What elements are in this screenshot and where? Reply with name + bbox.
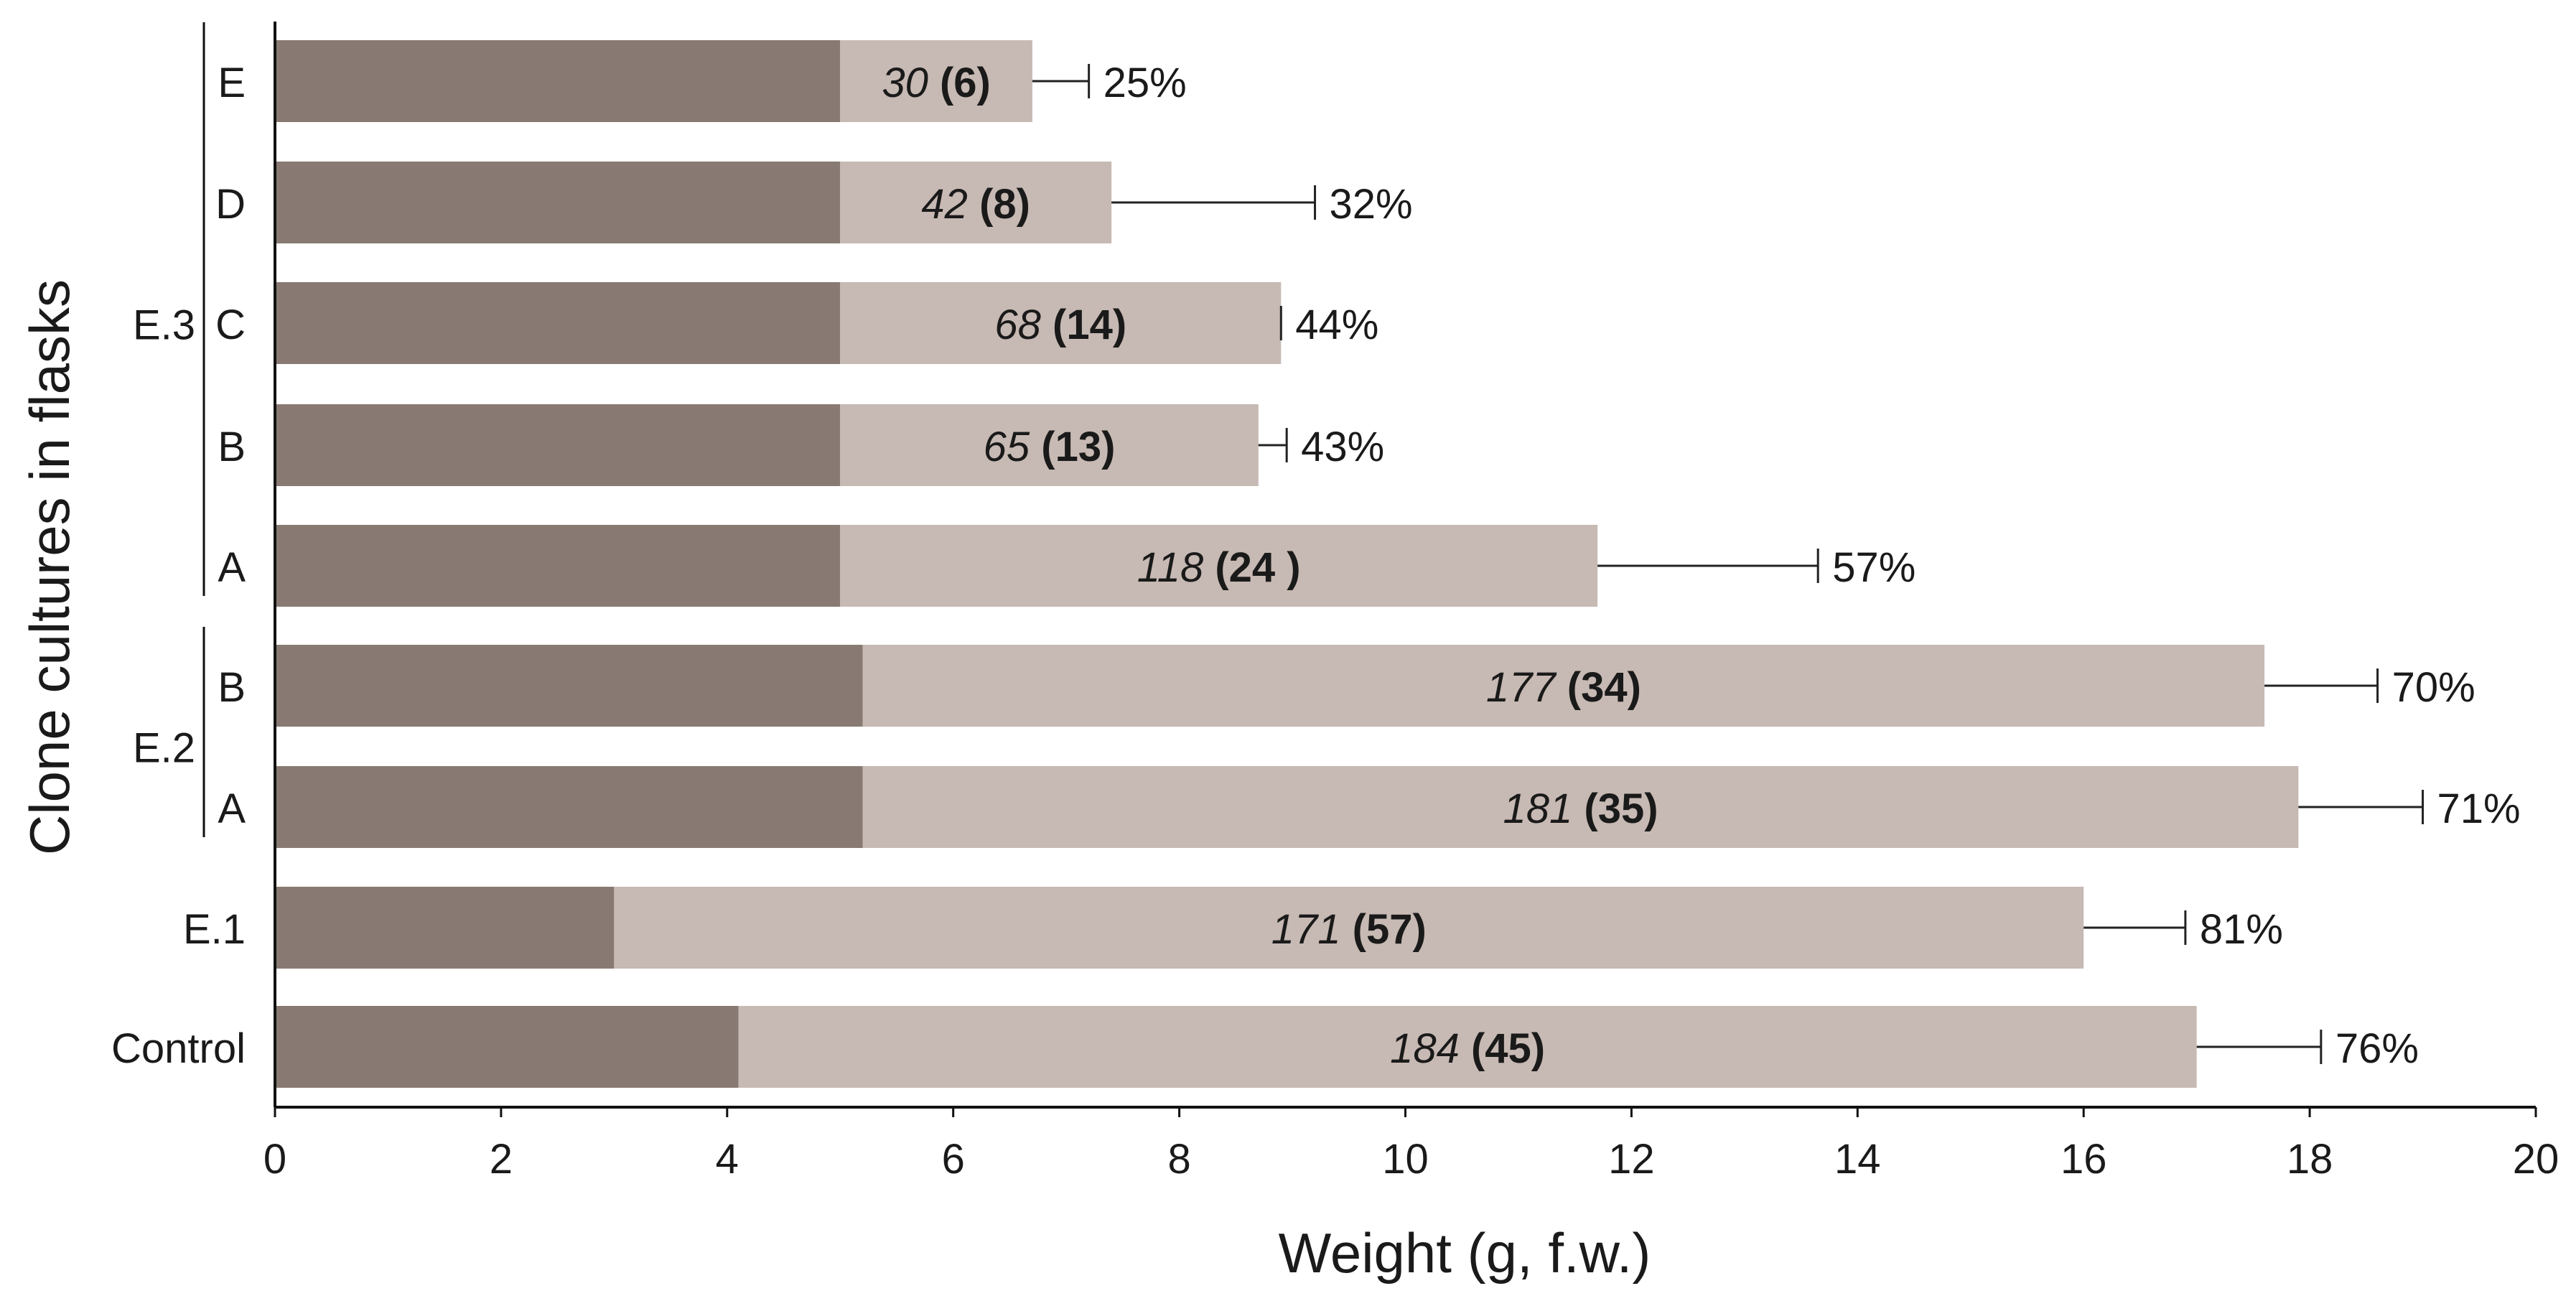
value-gap-1 bbox=[968, 181, 979, 228]
bar-initial-4 bbox=[275, 525, 841, 607]
value-label-0: 30 (6) bbox=[882, 60, 991, 106]
bars-layer bbox=[275, 40, 2299, 1088]
bar-increase-2 bbox=[840, 282, 1282, 364]
value-gap-5 bbox=[1556, 664, 1567, 711]
value-number-7: 171 bbox=[1271, 906, 1341, 953]
value-number-5: 177 bbox=[1486, 664, 1558, 711]
row-label-7: E.1 bbox=[183, 906, 246, 953]
value-gap-4 bbox=[1203, 544, 1215, 591]
value-gap-2 bbox=[1041, 302, 1053, 348]
bar-increase-0 bbox=[840, 40, 1032, 122]
percent-label-6: 71% bbox=[2437, 785, 2521, 832]
value-paren-4: (24 ) bbox=[1215, 544, 1300, 591]
bar-initial-3 bbox=[275, 404, 841, 486]
bar-increase-5 bbox=[862, 645, 2265, 727]
percent-label-5: 70% bbox=[2392, 664, 2475, 711]
row-label-4: A bbox=[218, 544, 246, 591]
value-paren-0: (6) bbox=[940, 60, 991, 106]
value-paren-7: (57) bbox=[1353, 906, 1427, 953]
x-tick-label-3: 6 bbox=[942, 1136, 965, 1183]
value-number-4: 118 bbox=[1137, 544, 1203, 591]
x-tick-label-4: 8 bbox=[1167, 1136, 1190, 1183]
row-label-2: C bbox=[215, 302, 246, 348]
row-label-0: E bbox=[218, 60, 246, 106]
value-number-3: 65 bbox=[984, 424, 1030, 470]
value-paren-6: (35) bbox=[1584, 785, 1658, 832]
group-label-1: E.2 bbox=[133, 725, 195, 772]
value-number-6: 181 bbox=[1503, 785, 1573, 832]
value-paren-1: (8) bbox=[979, 181, 1030, 228]
percent-label-4: 57% bbox=[1832, 544, 1915, 591]
value-label-8: 184 (45) bbox=[1390, 1025, 1545, 1072]
x-tick-label-10: 20 bbox=[2513, 1136, 2559, 1183]
value-number-1: 42 bbox=[921, 181, 968, 228]
percent-label-0: 25% bbox=[1103, 60, 1187, 106]
y-axis-title: Clone cultures in flasks bbox=[18, 279, 81, 855]
value-label-1: 42 (8) bbox=[921, 181, 1030, 228]
row-label-3: B bbox=[218, 424, 246, 470]
value-paren-2: (14) bbox=[1053, 302, 1126, 348]
value-gap-6 bbox=[1572, 785, 1584, 832]
value-label-5: 177 (34) bbox=[1486, 664, 1641, 711]
value-label-3: 65 (13) bbox=[984, 424, 1116, 470]
bar-initial-7 bbox=[275, 887, 615, 969]
value-number-0: 30 bbox=[882, 60, 928, 106]
bar-initial-2 bbox=[275, 282, 841, 364]
value-gap-8 bbox=[1460, 1025, 1471, 1072]
x-tick-label-5: 10 bbox=[1382, 1136, 1429, 1183]
percent-label-3: 43% bbox=[1301, 424, 1384, 470]
bar-initial-1 bbox=[275, 162, 841, 243]
value-gap-0 bbox=[928, 60, 940, 106]
group-label-0: E.3 bbox=[133, 302, 195, 349]
bar-increase-1 bbox=[840, 162, 1112, 243]
value-paren-5: (34) bbox=[1567, 664, 1641, 711]
bar-increase-3 bbox=[840, 404, 1259, 486]
percent-label-8: 76% bbox=[2335, 1025, 2419, 1072]
x-tick-label-9: 18 bbox=[2287, 1136, 2333, 1183]
value-number-2: 68 bbox=[994, 302, 1041, 348]
bar-initial-0 bbox=[275, 40, 841, 122]
value-number-8: 184 bbox=[1390, 1025, 1460, 1072]
x-tick-label-7: 14 bbox=[1834, 1136, 1881, 1183]
bar-increase-7 bbox=[614, 887, 2084, 969]
row-label-1: D bbox=[215, 181, 246, 228]
value-paren-3: (13) bbox=[1041, 424, 1115, 470]
bar-initial-6 bbox=[275, 766, 863, 848]
bar-initial-8 bbox=[275, 1006, 739, 1088]
percent-label-1: 32% bbox=[1330, 181, 1413, 228]
value-gap-7 bbox=[1341, 906, 1353, 953]
bar-labels-layer: 25% 30 (6) 32% 42 (8) 44% 68 (14) 43% 65 (13) 57… bbox=[882, 60, 2520, 1072]
value-label-4: 118 (24 ) bbox=[1137, 544, 1301, 591]
x-tick-label-1: 2 bbox=[490, 1136, 513, 1183]
error-bars-layer bbox=[1032, 64, 2425, 1064]
value-label-2: 68 (14) bbox=[994, 302, 1126, 348]
bar-increase-8 bbox=[738, 1006, 2197, 1088]
x-tick-label-0: 0 bbox=[263, 1136, 286, 1183]
x-tick-label-6: 12 bbox=[1608, 1136, 1655, 1183]
row-label-8: Control bbox=[111, 1025, 246, 1072]
row-label-5: B bbox=[218, 664, 246, 711]
percent-label-2: 44% bbox=[1295, 302, 1378, 348]
x-axis-title: Weight (g, f.w.) bbox=[1279, 1221, 1651, 1285]
value-label-7: 171 (57) bbox=[1271, 906, 1427, 953]
bar-initial-5 bbox=[275, 645, 863, 727]
percent-label-7: 81% bbox=[2200, 906, 2283, 953]
bar-increase-6 bbox=[862, 766, 2299, 848]
value-paren-8: (45) bbox=[1471, 1025, 1545, 1072]
x-tick-label-2: 4 bbox=[716, 1136, 739, 1183]
value-label-6: 181 (35) bbox=[1503, 785, 1658, 832]
bar-increase-4 bbox=[840, 525, 1598, 607]
value-gap-3 bbox=[1030, 424, 1041, 470]
x-tick-label-8: 16 bbox=[2061, 1136, 2107, 1183]
row-label-6: A bbox=[218, 785, 246, 832]
